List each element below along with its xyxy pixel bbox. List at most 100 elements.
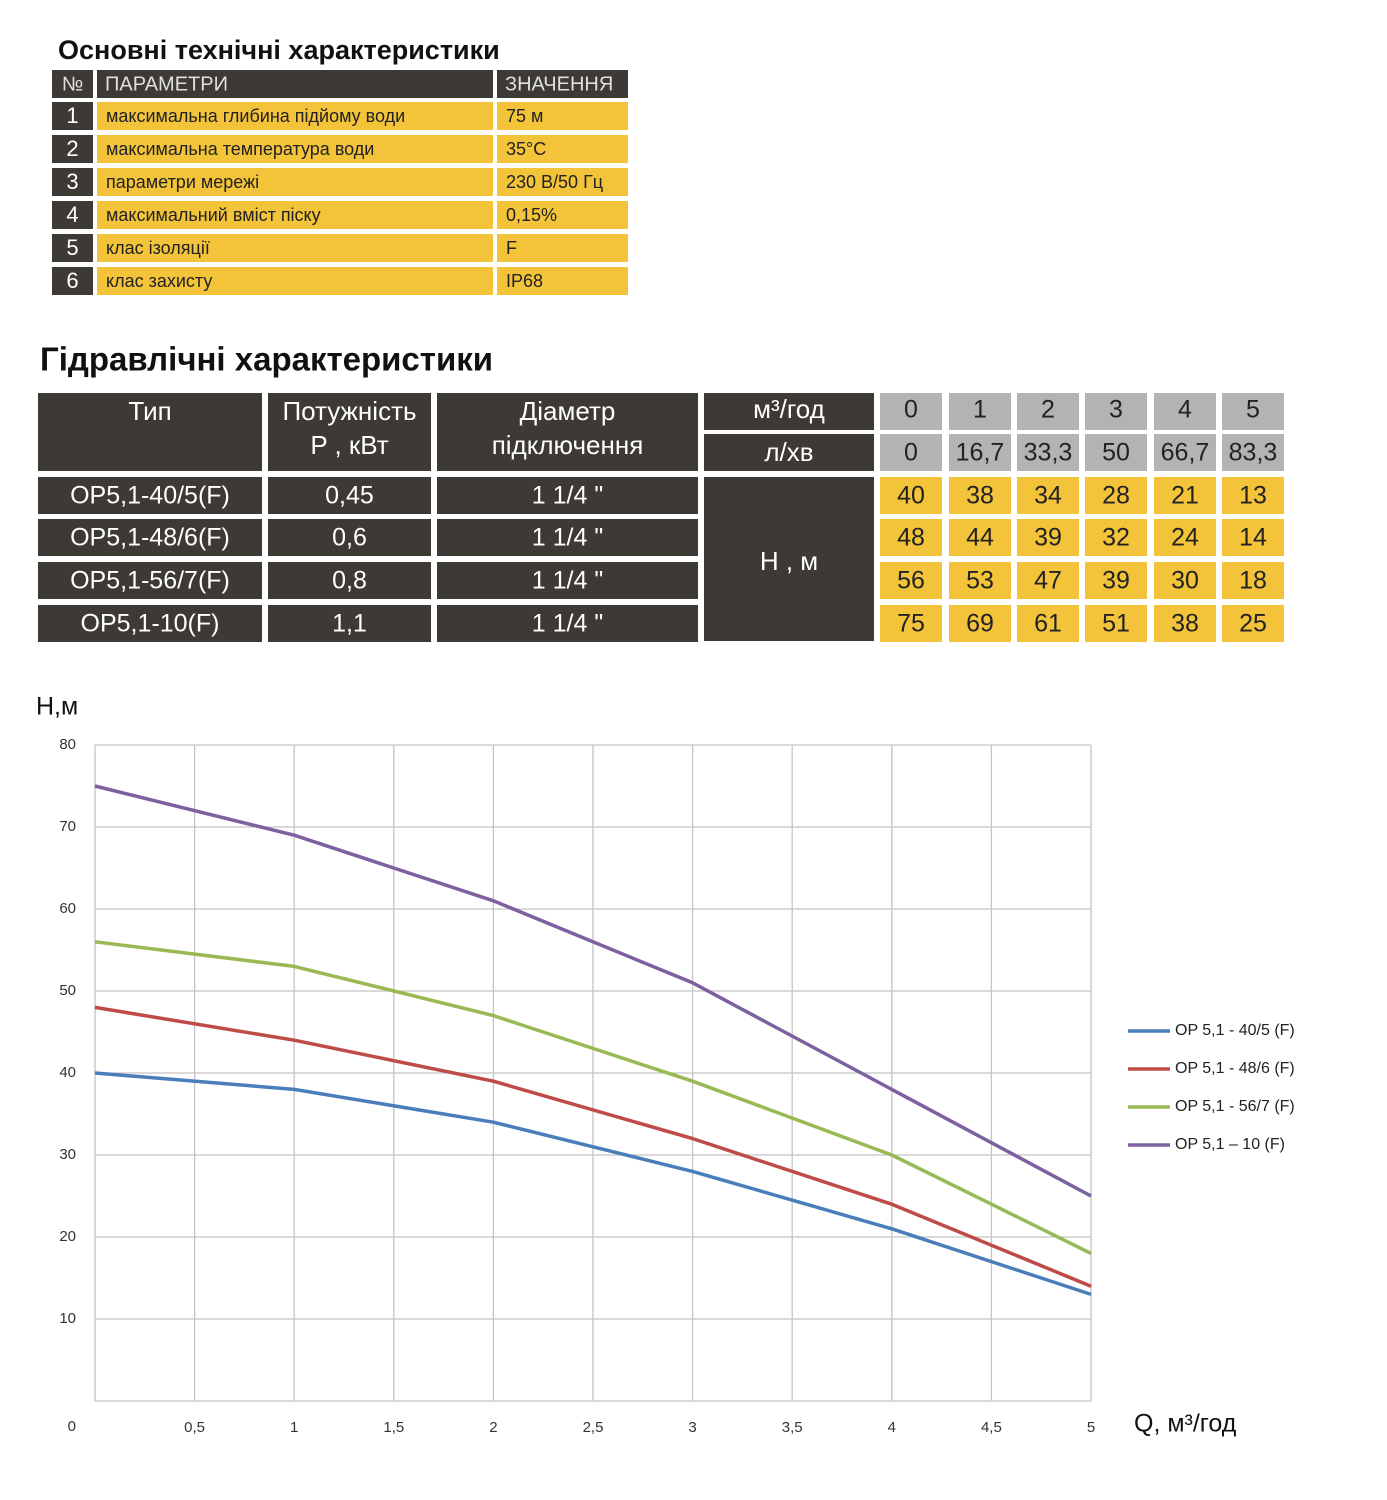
head-cell [1085, 562, 1147, 599]
row-cell [437, 519, 698, 556]
series-line [94, 784, 1092, 1198]
row-type: OP5,1-40/5(F) [70, 482, 230, 510]
head-cell [1154, 605, 1216, 642]
flow-cell [1085, 434, 1147, 471]
head-cell [1085, 605, 1147, 642]
series-line [94, 1071, 1092, 1297]
header-text: ПАРАМЕТРИ [105, 73, 228, 95]
row-power: 0,8 [332, 567, 367, 595]
header-cell [437, 393, 698, 471]
row-number: 5 [66, 235, 78, 260]
series-line [94, 1005, 1092, 1288]
header-text: Діаметр [520, 396, 616, 426]
head-value: 47 [1034, 567, 1062, 595]
row-cell [38, 519, 262, 556]
y-tick-label: 80 [59, 736, 76, 753]
parameter-name: параметри мережі [106, 172, 259, 192]
legend-label: OP 5,1 - 48/6 (F) [1175, 1060, 1295, 1077]
hydraulics-title: Гідравлічні характеристики [40, 341, 493, 378]
flow-cell [880, 434, 942, 471]
row-number: 6 [66, 268, 78, 293]
parameter-name: максимальний вміст піску [106, 205, 321, 225]
number-cell [52, 201, 93, 229]
flow-cell [1154, 434, 1216, 471]
head-unit: H , м [760, 546, 818, 576]
head-value: 44 [966, 524, 994, 552]
series-line [94, 940, 1092, 1255]
head-cell [1085, 519, 1147, 556]
head-value: 61 [1034, 610, 1062, 638]
row-cell [38, 477, 262, 514]
row-type: OP5,1-48/6(F) [70, 524, 230, 552]
head-cell [1222, 519, 1284, 556]
head-cell [1154, 519, 1216, 556]
y-tick-label: 40 [59, 1064, 76, 1081]
flow-m3: 0 [904, 396, 918, 424]
header-cell [497, 70, 628, 98]
row-type: OP5,1-10(F) [81, 610, 220, 638]
x-tick-label: 2 [489, 1419, 497, 1436]
legend-label: OP 5,1 - 40/5 (F) [1175, 1022, 1295, 1039]
head-value: 48 [897, 524, 925, 552]
y-tick-label: 70 [59, 818, 76, 835]
head-value: 25 [1239, 610, 1267, 638]
x-tick-label: 2,5 [583, 1419, 604, 1436]
head-value: 13 [1239, 482, 1267, 510]
head-cell [1154, 477, 1216, 514]
row-cell [268, 605, 431, 642]
head-cell [1017, 477, 1079, 514]
x-tick-label: 0,5 [184, 1419, 205, 1436]
flow-cell [1222, 393, 1284, 430]
flow-l: 16,7 [956, 439, 1005, 467]
header-text: P , кВт [310, 430, 388, 460]
flow-cell [1085, 393, 1147, 430]
flow-cell [880, 393, 942, 430]
head-value: 51 [1102, 610, 1130, 638]
value-cell [97, 267, 493, 295]
number-cell [52, 102, 93, 130]
head-value: 28 [1102, 482, 1130, 510]
head-value: 24 [1171, 524, 1199, 552]
head-value: 38 [966, 482, 994, 510]
head-cell [880, 477, 942, 514]
header-text: № [62, 73, 83, 95]
value-cell [497, 135, 628, 163]
parameter-name: клас захисту [106, 271, 212, 291]
head-value: 18 [1239, 567, 1267, 595]
parameter-value: 0,15% [506, 205, 557, 225]
row-cell [38, 562, 262, 599]
row-cell [437, 477, 698, 514]
y-tick-label: 20 [59, 1228, 76, 1245]
x-tick-label: 1 [290, 1419, 298, 1436]
head-cell [1017, 562, 1079, 599]
number-cell [52, 168, 93, 196]
legend-label: OP 5,1 – 10 (F) [1175, 1136, 1285, 1153]
row-power: 1,1 [332, 610, 367, 638]
header-cell [268, 393, 431, 471]
value-cell [497, 201, 628, 229]
header-cell [38, 393, 262, 471]
row-number: 2 [66, 136, 78, 161]
head-value: 38 [1171, 610, 1199, 638]
x-tick-label: 3 [688, 1419, 696, 1436]
row-diameter: 1 1/4 " [532, 567, 603, 595]
value-cell [497, 102, 628, 130]
head-value: 75 [897, 610, 925, 638]
row-power: 0,45 [325, 482, 374, 510]
flow-cell [949, 393, 1011, 430]
row-number: 3 [66, 169, 78, 194]
head-value: 53 [966, 567, 994, 595]
y-axis-label: H,м [36, 693, 78, 721]
flow-cell [1222, 434, 1284, 471]
head-cell [1154, 562, 1216, 599]
head-value: 56 [897, 567, 925, 595]
row-diameter: 1 1/4 " [532, 482, 603, 510]
number-cell [52, 234, 93, 262]
flow-l: 50 [1102, 439, 1130, 467]
flow-l: 66,7 [1161, 439, 1210, 467]
head-cell [1017, 519, 1079, 556]
x-tick-label: 5 [1087, 1419, 1095, 1436]
head-cell [1222, 562, 1284, 599]
head-cell [880, 562, 942, 599]
